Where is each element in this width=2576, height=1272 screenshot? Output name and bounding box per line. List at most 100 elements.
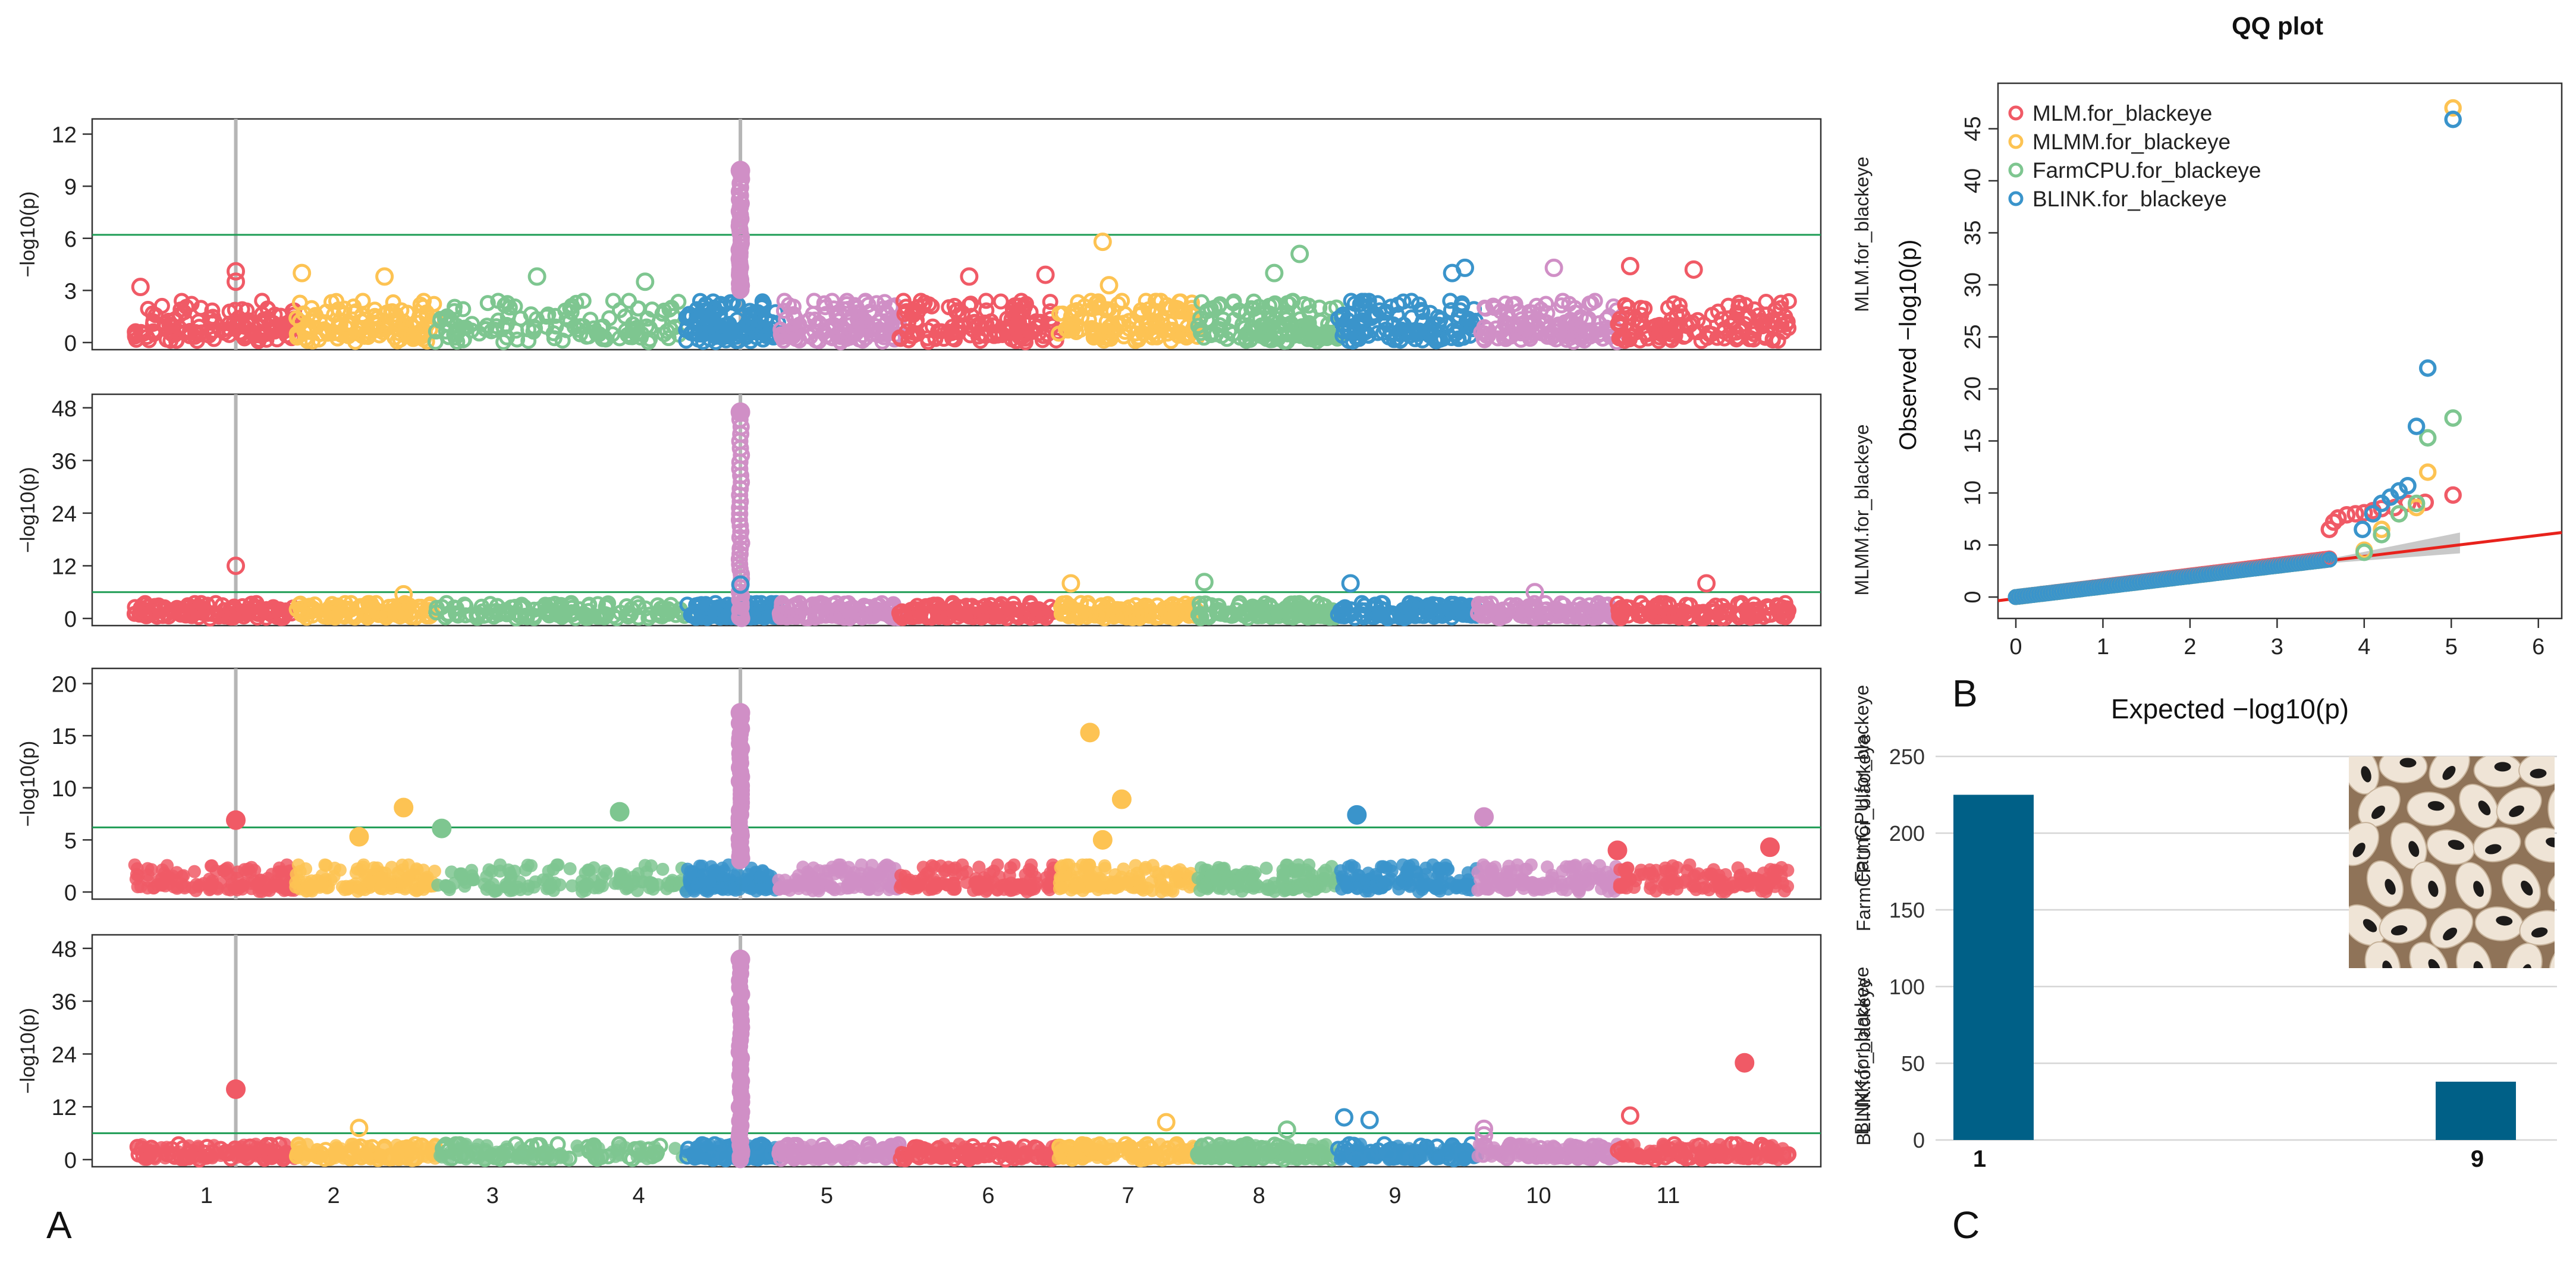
snp-point <box>747 304 764 321</box>
snp-point <box>554 1151 567 1164</box>
panel-frame <box>91 393 1822 627</box>
snp-point <box>1138 862 1152 876</box>
snp-point <box>238 302 255 319</box>
snp-point <box>520 321 536 338</box>
snp-point <box>1726 876 1739 890</box>
snp-point <box>988 325 1005 341</box>
snp-point <box>596 329 613 346</box>
y-tick-label: 48 <box>52 397 77 422</box>
snp-point <box>128 331 144 348</box>
snp-point <box>656 862 670 876</box>
snp-point <box>1019 868 1032 881</box>
snp-point <box>1486 865 1500 878</box>
y-tick-label: 0 <box>64 881 77 906</box>
significant-snp <box>1195 573 1214 592</box>
snp-point <box>1699 881 1713 894</box>
snp-point <box>818 864 832 878</box>
snp-point <box>703 875 717 889</box>
snp-point <box>1460 877 1474 891</box>
snp-point <box>838 293 855 309</box>
snp-point <box>1003 868 1016 882</box>
snp-point <box>520 332 537 349</box>
snp-point <box>315 1149 329 1163</box>
snp-point <box>877 294 893 310</box>
significant-snp <box>1697 574 1716 593</box>
snp-point <box>289 329 306 346</box>
snp-point <box>360 329 376 346</box>
snp-point <box>1342 860 1355 874</box>
snp-point <box>301 1148 315 1162</box>
snp-point <box>333 863 347 877</box>
snp-point <box>962 327 979 344</box>
snp-point <box>575 318 592 334</box>
snp-point <box>613 872 627 885</box>
snp-point <box>254 873 268 887</box>
snp-point <box>1252 880 1265 894</box>
snp-point <box>143 1149 156 1163</box>
snp-point <box>1009 319 1025 335</box>
snp-point <box>904 328 921 344</box>
snp-point <box>420 872 433 886</box>
snp-point <box>193 878 206 892</box>
snp-point <box>1442 875 1456 888</box>
snp-point <box>984 317 1001 334</box>
snp-point <box>538 318 555 335</box>
snp-point <box>791 331 808 348</box>
snp-point <box>454 867 467 881</box>
snp-point <box>1210 874 1224 887</box>
snp-point <box>265 868 279 881</box>
snp-point <box>1020 885 1034 899</box>
snp-point <box>621 293 637 309</box>
snp-point <box>347 1141 360 1154</box>
snp-point <box>471 325 488 342</box>
snp-point <box>1016 299 1032 315</box>
snp-point <box>1379 861 1393 875</box>
snp-point <box>663 300 680 316</box>
snp-point <box>966 313 982 330</box>
significant-snp <box>1092 830 1113 850</box>
snp-point <box>1280 880 1293 894</box>
snp-point <box>825 300 842 317</box>
snp-point <box>1376 875 1390 889</box>
snp-point <box>513 1147 526 1161</box>
y-tick-label: 24 <box>52 1042 77 1067</box>
snp-point <box>940 323 956 340</box>
snp-point <box>1341 880 1355 894</box>
snp-point <box>1004 301 1021 318</box>
snp-point <box>447 329 464 346</box>
snp-point <box>187 325 204 341</box>
snp-point <box>684 865 698 878</box>
snp-point <box>275 321 292 337</box>
snp-point <box>161 323 177 340</box>
snp-cloud <box>127 293 1797 351</box>
snp-point <box>820 321 837 338</box>
snp-point <box>486 877 500 891</box>
snp-point <box>1121 875 1135 889</box>
snp-point <box>509 331 526 348</box>
snp-point <box>147 307 164 324</box>
snp-point <box>946 297 963 314</box>
snp-point <box>296 305 312 322</box>
snp-point <box>644 301 661 318</box>
snp-point <box>1412 885 1426 899</box>
snp-point <box>432 310 449 327</box>
significant-snp <box>432 818 452 838</box>
y-axis-label: −log10(p) <box>17 1008 39 1094</box>
y-tick-label: 12 <box>52 123 77 148</box>
significant-snp <box>131 278 150 297</box>
peak-top-snp <box>730 703 750 723</box>
snp-point <box>162 332 179 349</box>
snp-point <box>572 326 589 343</box>
snp-point <box>558 322 575 338</box>
snp-point <box>1085 879 1099 893</box>
snp-point <box>909 875 922 888</box>
snp-cloud <box>128 858 1795 899</box>
snp-point <box>792 882 806 896</box>
snp-point <box>894 868 908 882</box>
snp-point <box>161 859 174 872</box>
significant-snp <box>1036 265 1055 284</box>
significant-snp <box>1341 574 1360 593</box>
